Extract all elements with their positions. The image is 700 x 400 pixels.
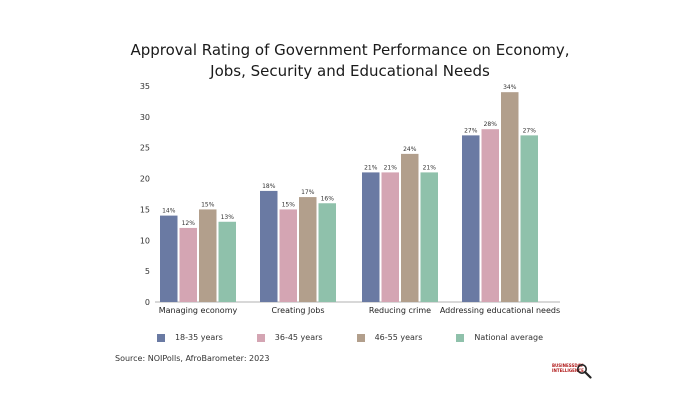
bar [218, 221, 236, 302]
legend: 18-35 years 36-45 years 46-55 years Nati… [0, 333, 700, 342]
y-tick-label: 10 [140, 236, 150, 245]
bar-value-label: 15% [201, 201, 215, 208]
y-tick-label: 5 [145, 267, 150, 276]
bar [199, 209, 217, 302]
bar [279, 209, 297, 302]
legend-label: 36-45 years [274, 333, 323, 342]
bar [401, 153, 419, 302]
bar-value-label: 14% [162, 208, 176, 215]
bar [462, 135, 480, 302]
bar-value-label: 21% [384, 164, 398, 171]
legend-label: 18-35 years [174, 333, 223, 342]
bar-value-label: 34% [503, 84, 517, 91]
x-category-label: Reducing crime [369, 306, 431, 315]
legend-label: 46-55 years [374, 333, 423, 342]
bar [420, 172, 438, 302]
chart-title-line-1: Approval Rating of Government Performanc… [130, 41, 570, 59]
legend-swatch [456, 333, 465, 342]
legend-swatch [256, 333, 265, 342]
bar-value-label: 24% [403, 146, 417, 153]
bar [299, 197, 317, 302]
bar-value-label: 27% [523, 127, 537, 134]
bar-value-label: 27% [464, 127, 478, 134]
legend-item: 18-35 years [156, 333, 223, 342]
bar-value-label: 12% [182, 220, 196, 227]
bar [318, 203, 336, 302]
bar [160, 215, 178, 302]
bar [520, 135, 538, 302]
legend-swatch [156, 333, 165, 342]
logo-line-2: INTELLIGENCE [552, 368, 584, 373]
bar [381, 172, 399, 302]
bar [260, 190, 278, 302]
bar-value-label: 28% [484, 121, 498, 128]
y-tick-label: 35 [140, 82, 150, 91]
bar-value-label: 15% [282, 201, 296, 208]
source-note: Source: NOIPolls, AfroBarometer: 2023 [115, 354, 270, 363]
logo-line-1: BUSINESSDAY [552, 363, 584, 368]
bar-value-label: 21% [364, 164, 378, 171]
legend-item: 36-45 years [256, 333, 323, 342]
bar [481, 129, 499, 302]
x-category-label: Addressing educational needs [440, 306, 560, 315]
legend-item: National average [456, 333, 543, 342]
magnifier-icon [577, 364, 592, 379]
x-category-label: Managing economy [159, 306, 238, 315]
y-tick-label: 15 [140, 205, 150, 214]
legend-label: National average [474, 333, 544, 342]
chart-title: Approval Rating of Government Performanc… [0, 40, 700, 82]
legend-item: 46-55 years [356, 333, 423, 342]
x-category-label: Creating Jobs [271, 306, 324, 315]
bar [179, 227, 197, 302]
logo-text: BUSINESSDAY INTELLIGENCE [552, 363, 584, 373]
bar-value-label: 13% [221, 214, 235, 221]
y-tick-label: 30 [140, 113, 150, 122]
logo: BUSINESSDAY INTELLIGENCE [552, 363, 592, 379]
legend-swatch [356, 333, 365, 342]
y-tick-label: 0 [145, 298, 150, 307]
bar [362, 172, 380, 302]
bar-value-label: 18% [262, 183, 276, 190]
bar-value-label: 17% [301, 189, 315, 196]
bar-value-label: 16% [321, 195, 335, 202]
bar-value-label: 21% [423, 164, 437, 171]
bar [501, 92, 519, 303]
y-tick-label: 25 [140, 144, 150, 153]
chart-title-line-2: Jobs, Security and Educational Needs [210, 62, 490, 80]
y-tick-label: 20 [140, 175, 150, 184]
